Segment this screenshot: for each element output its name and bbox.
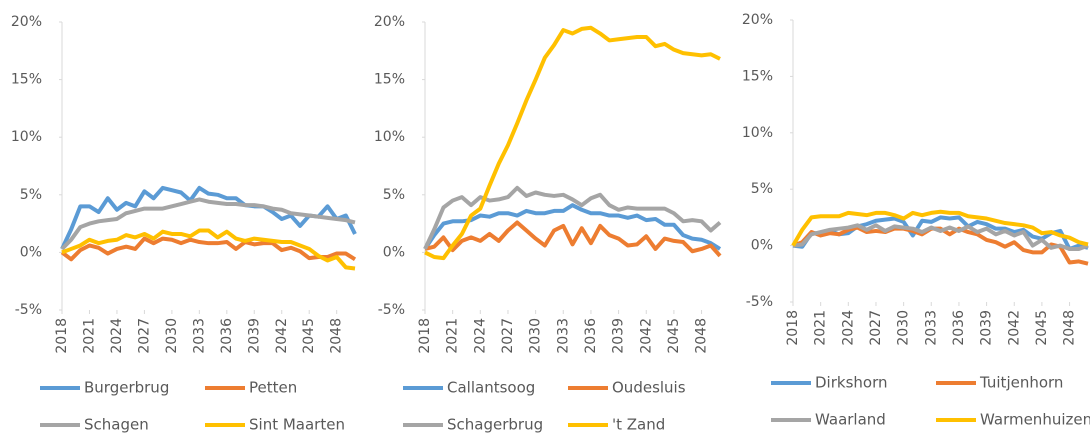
y-tick-label: -5% bbox=[378, 302, 405, 318]
y-tick-label: 10% bbox=[11, 129, 42, 145]
x-tick-label: 2018 bbox=[54, 318, 70, 354]
x-tick-label: 2042 bbox=[638, 318, 654, 354]
y-tick-label: 20% bbox=[11, 14, 42, 30]
x-tick-label: 2024 bbox=[840, 310, 856, 346]
x-tick-label: 2039 bbox=[246, 318, 262, 354]
x-tick-label: 2045 bbox=[666, 318, 682, 354]
series-line bbox=[791, 209, 1089, 247]
series-line bbox=[60, 197, 356, 251]
x-tick-label: 2033 bbox=[923, 310, 939, 346]
legend-label: Schagerbrug bbox=[447, 416, 543, 434]
x-tick-label: 2021 bbox=[813, 310, 829, 346]
legend-label: 't Zand bbox=[612, 416, 665, 434]
series-line bbox=[424, 220, 722, 258]
y-tick-label: 10% bbox=[374, 129, 405, 145]
x-tick-label: 2042 bbox=[1006, 310, 1022, 346]
x-tick-label: 2018 bbox=[785, 310, 801, 346]
legend-label: Tuitjenhorn bbox=[979, 374, 1063, 392]
legend-label: Schagen bbox=[84, 416, 149, 434]
legend-label: Sint Maarten bbox=[249, 416, 345, 434]
x-tick-label: 2030 bbox=[528, 318, 544, 354]
chart: -5% 0% 5% 10% 15% 20% 2018 2021 2024 2027 2030 2033… bbox=[742, 12, 1090, 429]
series-line bbox=[792, 223, 1089, 251]
x-tick-label: 2048 bbox=[329, 318, 345, 354]
x-tick-label: 2024 bbox=[472, 318, 488, 354]
x-tick-label: 2021 bbox=[445, 318, 461, 354]
y-tick-label: 0% bbox=[383, 244, 405, 260]
x-tick-label: 2027 bbox=[136, 318, 152, 354]
y-tick-label: 15% bbox=[742, 68, 773, 84]
y-tick-label: 5% bbox=[383, 187, 405, 203]
x-tick-label: 2018 bbox=[417, 318, 433, 354]
y-tick-label: -5% bbox=[746, 294, 773, 310]
x-tick-label: 2048 bbox=[694, 318, 710, 354]
legend-label: Callantsoog bbox=[447, 379, 535, 397]
series-line bbox=[423, 203, 722, 251]
x-tick-label: 2036 bbox=[951, 310, 967, 346]
y-tick-label: 5% bbox=[751, 181, 773, 197]
x-tick-label: 2036 bbox=[583, 318, 599, 354]
y-tick-label: -5% bbox=[15, 302, 42, 318]
series-line bbox=[792, 225, 1089, 266]
legend-label: Oudesluis bbox=[612, 379, 686, 397]
x-tick-label: 2036 bbox=[219, 318, 235, 354]
x-tick-label: 2045 bbox=[301, 318, 317, 354]
y-tick-label: 15% bbox=[374, 72, 405, 88]
x-tick-label: 2027 bbox=[500, 318, 516, 354]
x-tick-label: 2030 bbox=[896, 310, 912, 346]
x-tick-label: 2045 bbox=[1034, 310, 1050, 346]
legend-label: Burgerbrug bbox=[84, 379, 169, 397]
series-line bbox=[60, 185, 357, 250]
x-tick-label: 2021 bbox=[81, 318, 97, 354]
y-tick-label: 10% bbox=[742, 125, 773, 141]
chart: -5% 0% 5% 10% 15% 20% 2018 2021 2024 2027 2030 2033… bbox=[374, 14, 722, 434]
x-tick-label: 2048 bbox=[1062, 310, 1078, 346]
x-tick-label: 2033 bbox=[191, 318, 207, 354]
y-tick-label: 15% bbox=[11, 72, 42, 88]
y-tick-label: 20% bbox=[374, 14, 405, 30]
x-tick-label: 2030 bbox=[164, 318, 180, 354]
legend-label: Waarland bbox=[815, 411, 886, 429]
x-tick-label: 2042 bbox=[274, 318, 290, 354]
y-tick-label: 5% bbox=[20, 187, 42, 203]
chart: -5% 0% 5% 10% 15% 20% 2018 2021 2024 2027 2030 2033… bbox=[11, 14, 357, 434]
series-line bbox=[424, 25, 721, 261]
x-tick-label: 2033 bbox=[555, 318, 571, 354]
legend-label: Petten bbox=[249, 379, 297, 397]
x-tick-label: 2039 bbox=[611, 318, 627, 354]
legend-label: Warmenhuizen bbox=[980, 411, 1090, 429]
y-tick-label: 0% bbox=[20, 244, 42, 260]
series-line bbox=[423, 185, 722, 250]
x-tick-label: 2039 bbox=[979, 310, 995, 346]
y-tick-label: 0% bbox=[751, 238, 773, 254]
series-line bbox=[60, 236, 357, 262]
x-tick-label: 2027 bbox=[868, 310, 884, 346]
series-line bbox=[61, 228, 356, 271]
y-tick-label: 20% bbox=[742, 12, 773, 28]
legend-label: Dirkshorn bbox=[815, 374, 887, 392]
x-tick-label: 2024 bbox=[109, 318, 125, 354]
